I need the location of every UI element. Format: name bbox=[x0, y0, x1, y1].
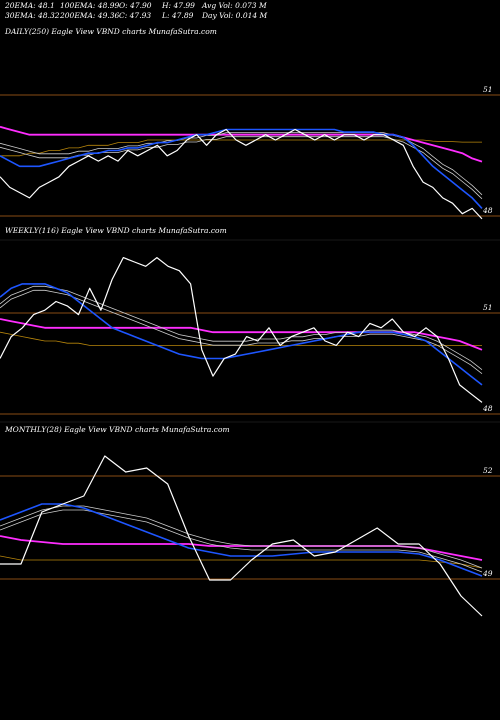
y-tick-label: 48 bbox=[482, 206, 493, 215]
ema-band-line-lower bbox=[0, 136, 483, 200]
y-tick-label: 49 bbox=[482, 569, 493, 578]
ema100-readout: 100EMA: 48.99 bbox=[60, 1, 120, 10]
ema-fast-line bbox=[0, 283, 483, 386]
weekly-panel-title: WEEKLY(116) Eagle View VBND charts Munaf… bbox=[5, 226, 227, 235]
ema-200-line bbox=[0, 139, 482, 157]
open-readout: O: 47.90 bbox=[119, 1, 152, 10]
high-readout: H: 47.99 bbox=[162, 1, 195, 10]
day-vol-readout: Day Vol: 0.014 M bbox=[202, 11, 268, 20]
y-tick-label: 51 bbox=[483, 85, 493, 94]
y-tick-label: 51 bbox=[483, 303, 493, 312]
ema200-readout: 200EMA: 49.36 bbox=[60, 11, 120, 20]
y-tick-label: 52 bbox=[483, 466, 493, 475]
ema-fast-line bbox=[0, 503, 483, 577]
monthly-panel-title: MONTHLY(28) Eagle View VBND charts Munaf… bbox=[5, 425, 230, 434]
price-line bbox=[0, 128, 483, 220]
ema-200-line bbox=[0, 555, 483, 569]
close-readout: C: 47.93 bbox=[119, 11, 152, 20]
price-line bbox=[0, 257, 483, 403]
low-readout: L: 47.89 bbox=[162, 11, 194, 20]
ema-band-line-upper bbox=[0, 505, 483, 569]
price-line bbox=[0, 455, 483, 617]
ema-fast-line bbox=[0, 128, 483, 209]
y-tick-label: 48 bbox=[482, 404, 493, 413]
ema20-readout: 20EMA: 48.1 bbox=[5, 1, 55, 10]
ema-band-line-lower bbox=[0, 509, 483, 573]
ema-band-line-upper bbox=[0, 285, 483, 371]
ema30-readout: 30EMA: 48.32 bbox=[5, 11, 60, 20]
avg-vol-readout: Avg Vol: 0.073 M bbox=[202, 1, 267, 10]
daily-panel-title: DAILY(250) Eagle View VBND charts Munafa… bbox=[5, 27, 217, 36]
ema-long-line bbox=[0, 125, 483, 163]
